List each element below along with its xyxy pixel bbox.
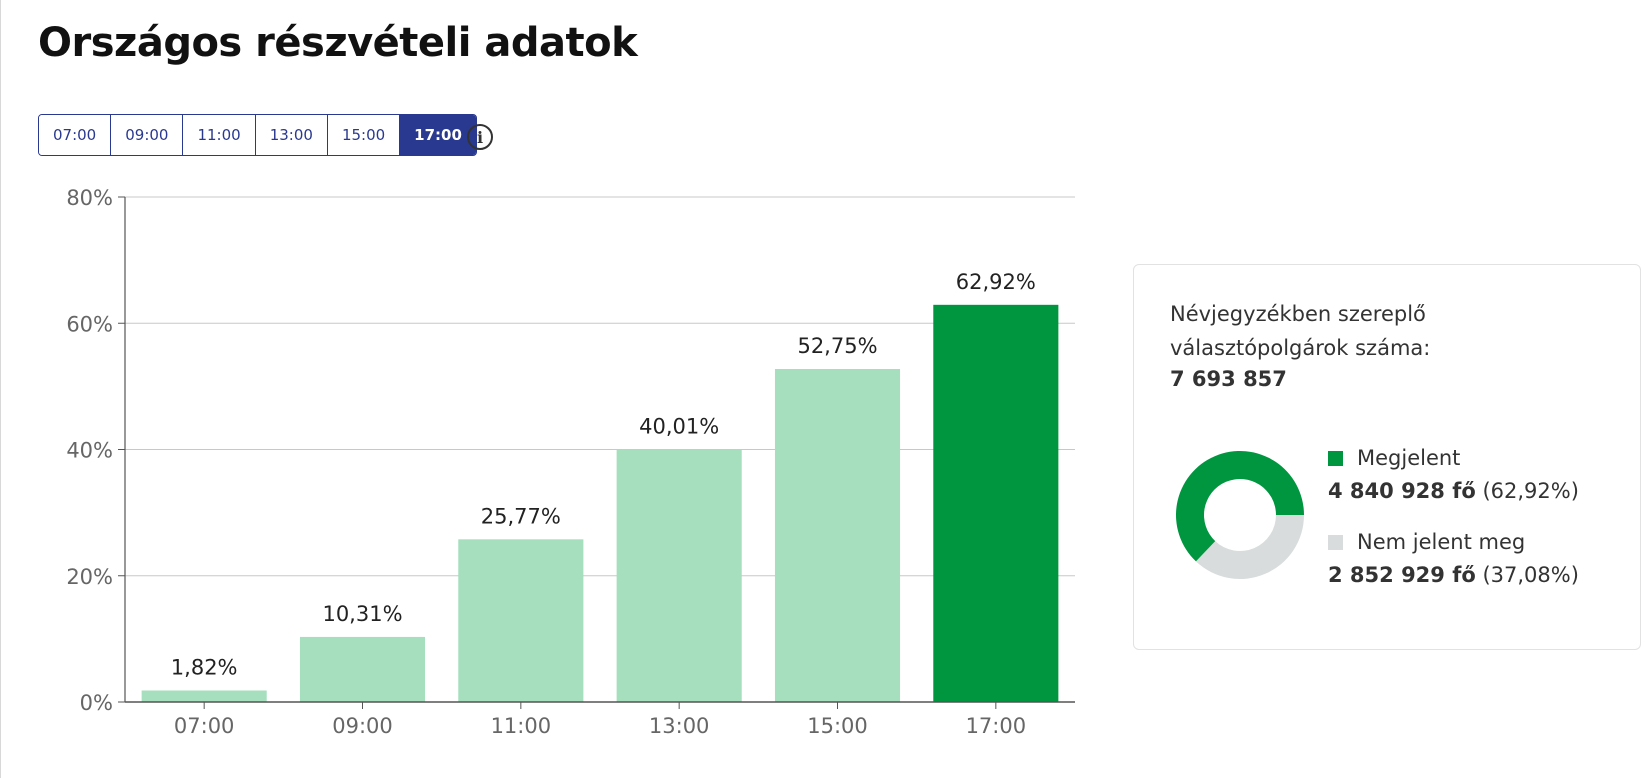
x-tick-label: 11:00 bbox=[491, 714, 552, 738]
time-tabs: 07:00 09:00 11:00 13:00 15:00 17:00 bbox=[38, 114, 477, 156]
registered-voters-label: Névjegyzékben szereplő választópolgárok … bbox=[1170, 302, 1431, 360]
tab-0900[interactable]: 09:00 bbox=[111, 115, 184, 155]
page-border bbox=[0, 0, 1, 778]
tab-0700[interactable]: 07:00 bbox=[39, 115, 112, 155]
tab-1100[interactable]: 11:00 bbox=[183, 115, 256, 155]
turnout-bar-chart: 0% 20% 40% 60% 80% 1,82% 07:00 10,31% 09:00 25,77… bbox=[66, 186, 1075, 738]
tab-1300[interactable]: 13:00 bbox=[255, 115, 328, 155]
bar bbox=[299, 636, 426, 702]
tab-1500[interactable]: 15:00 bbox=[327, 115, 401, 155]
bar-value-label: 25,77% bbox=[481, 504, 561, 528]
turnout-donut-chart bbox=[1176, 450, 1304, 579]
bar-value-label: 10,31% bbox=[322, 602, 402, 626]
y-tick-label: 80% bbox=[66, 186, 113, 210]
bar bbox=[933, 304, 1059, 702]
present-count: 4 840 928 fő bbox=[1328, 479, 1476, 503]
bar bbox=[616, 449, 742, 702]
info-icon[interactable]: i bbox=[467, 124, 493, 150]
legend-absent: Nem jelent meg 2 852 929 fő (37,08%) bbox=[1328, 527, 1579, 587]
bar-value-label: 40,01% bbox=[639, 414, 719, 438]
y-tick-label: 40% bbox=[66, 439, 113, 463]
y-tick-label: 20% bbox=[66, 565, 113, 589]
y-tick-label: 0% bbox=[80, 691, 113, 715]
x-tick-label: 09:00 bbox=[332, 714, 393, 738]
present-swatch bbox=[1328, 450, 1343, 466]
absent-count: 2 852 929 fő bbox=[1328, 563, 1476, 587]
bar-value-label: 62,92% bbox=[956, 270, 1036, 294]
legend-absent-label: Nem jelent meg bbox=[1357, 530, 1526, 554]
absent-percent: (37,08%) bbox=[1482, 563, 1579, 587]
legend-present-label: Megjelent bbox=[1357, 446, 1461, 470]
donut-present-segment bbox=[1176, 450, 1304, 562]
tab-1700[interactable]: 17:00 bbox=[400, 115, 476, 155]
x-tick-label: 15:00 bbox=[807, 714, 868, 738]
bar-value-label: 1,82% bbox=[171, 656, 238, 680]
bar-value-label: 52,75% bbox=[797, 334, 877, 358]
x-tick-label: 07:00 bbox=[174, 714, 235, 738]
present-percent: (62,92%) bbox=[1482, 479, 1579, 503]
absent-swatch bbox=[1328, 534, 1343, 550]
page-title: Országos részvételi adatok bbox=[38, 20, 638, 66]
y-tick-label: 60% bbox=[66, 312, 113, 336]
x-tick-label: 17:00 bbox=[966, 714, 1027, 738]
donut-absent-segment bbox=[1195, 515, 1304, 579]
registered-voters-total: 7 693 857 bbox=[1170, 367, 1287, 391]
summary-card: Névjegyzékben szereplő választópolgárok … bbox=[1133, 264, 1641, 650]
x-tick-label: 13:00 bbox=[649, 714, 710, 738]
legend-present: Megjelent 4 840 928 fő (62,92%) bbox=[1328, 443, 1579, 503]
bar bbox=[774, 369, 901, 702]
bar bbox=[141, 690, 267, 702]
bar bbox=[458, 539, 584, 702]
